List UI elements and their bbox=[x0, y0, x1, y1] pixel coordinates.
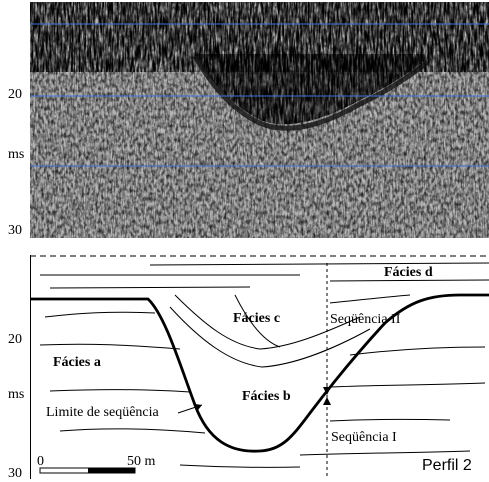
left-reflector-3 bbox=[49, 389, 191, 393]
channel-reflector-3 bbox=[234, 294, 281, 348]
interp-axis-30: 30 bbox=[8, 466, 22, 481]
boundary-arrow-head bbox=[195, 404, 202, 410]
reflector-4 bbox=[329, 279, 489, 282]
bottom-reflector bbox=[179, 464, 301, 468]
interpreted-profile bbox=[30, 255, 489, 479]
facies-d-label: Fácies d bbox=[384, 265, 433, 280]
right-reflector-2 bbox=[329, 382, 486, 388]
reflector-2 bbox=[149, 262, 489, 266]
interpreted-profile-svg bbox=[30, 255, 489, 479]
seismic-profile-image bbox=[30, 2, 489, 238]
right-reflector-3 bbox=[329, 418, 451, 422]
facies-a-label: Fácies a bbox=[53, 355, 101, 370]
scale-bar-filled bbox=[88, 468, 135, 473]
sequence-two-label: Seqüência II bbox=[330, 312, 401, 327]
facies-b-label: Fácies b bbox=[242, 389, 291, 404]
seismic-axis-20: 20 bbox=[8, 87, 22, 102]
seismic-axis-30: 30 bbox=[8, 223, 22, 238]
channel-reflector-1 bbox=[174, 294, 361, 350]
channel-reflector-2 bbox=[169, 306, 371, 368]
channel-reflector-4 bbox=[329, 294, 411, 304]
interp-axis-unit: ms bbox=[8, 387, 25, 402]
left-reflector-2 bbox=[39, 343, 181, 350]
seismic-fine-texture bbox=[30, 2, 489, 238]
interp-axis-20: 20 bbox=[8, 332, 22, 347]
seq-arrow-down-head bbox=[323, 387, 331, 395]
facies-c-label: Fácies c bbox=[233, 311, 281, 326]
right-reflector-1 bbox=[349, 346, 486, 356]
left-reflector-1 bbox=[44, 311, 156, 318]
seismic-channel-base bbox=[192, 54, 430, 131]
left-reflector-4 bbox=[59, 428, 206, 434]
right-reflector-4 bbox=[299, 450, 471, 456]
sequence-boundary-label: Limite de seqüência bbox=[46, 405, 159, 420]
reflector-3 bbox=[49, 286, 251, 289]
seismic-profile-svg bbox=[30, 2, 489, 238]
scale-bar-start: 0 bbox=[37, 454, 44, 469]
sequence-one-label: Seqüência I bbox=[331, 430, 397, 445]
scale-bar-end: 50 m bbox=[127, 454, 156, 469]
sequence-boundary-line bbox=[30, 293, 489, 453]
seq-arrow-up-head bbox=[323, 397, 331, 405]
profile-name: Perfil 2 bbox=[422, 457, 472, 474]
seismic-axis-unit: ms bbox=[8, 147, 25, 162]
